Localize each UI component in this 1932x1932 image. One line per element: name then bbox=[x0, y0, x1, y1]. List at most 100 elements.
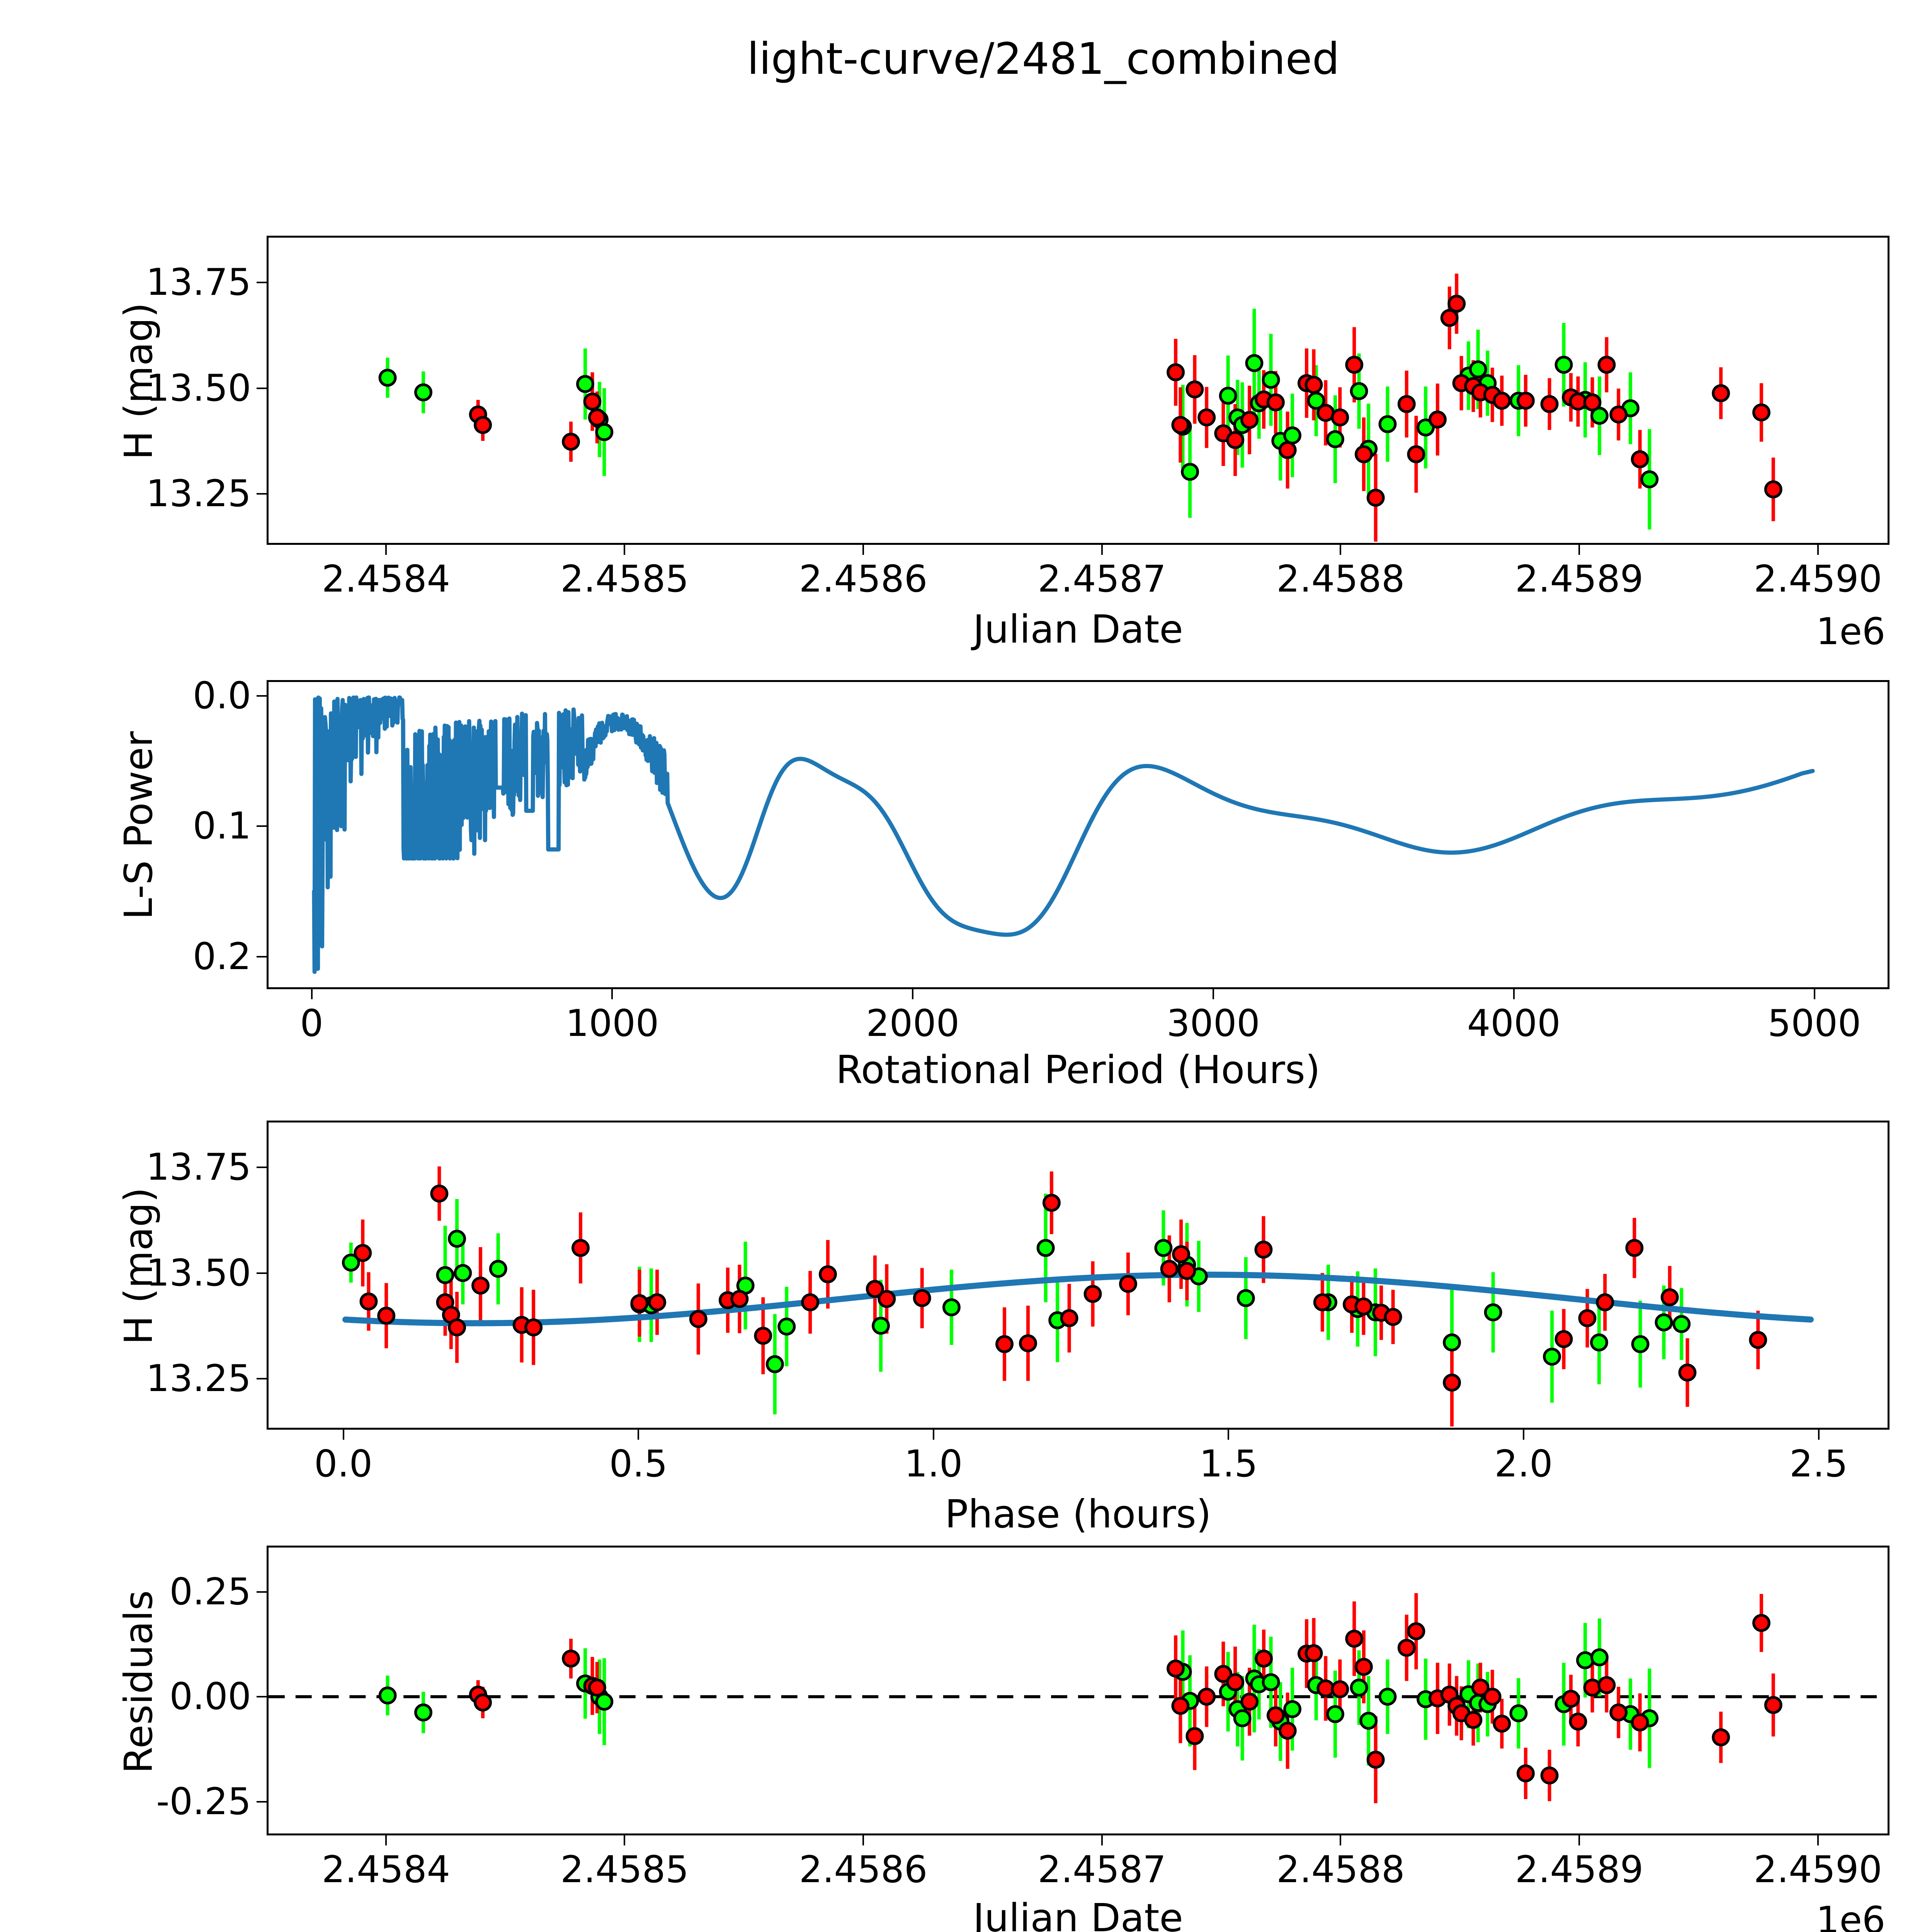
datapoint-green bbox=[342, 1253, 360, 1272]
ytick-phasefold bbox=[257, 1378, 267, 1380]
datapoint-green bbox=[1233, 1709, 1252, 1728]
datapoint-red bbox=[1443, 1373, 1461, 1392]
datapoint-green bbox=[777, 1317, 796, 1336]
xlabel-lightcurve: Julian Date bbox=[973, 607, 1183, 652]
xlabel-residuals: Julian Date bbox=[973, 1895, 1183, 1932]
datapoint-red bbox=[1278, 1721, 1297, 1740]
datapoint-red bbox=[562, 1650, 580, 1668]
datapoint-red bbox=[1226, 431, 1245, 449]
datapoint-red bbox=[1397, 395, 1416, 413]
datapoint-red bbox=[1278, 441, 1297, 459]
datapoint-red bbox=[1749, 1331, 1767, 1349]
panel-lightcurve bbox=[267, 236, 1889, 545]
datapoint-green bbox=[1219, 386, 1237, 405]
datapoint-red bbox=[1313, 1293, 1332, 1311]
datapoint-green bbox=[1443, 1333, 1461, 1352]
periodogram-line bbox=[312, 695, 1815, 974]
ylabel-phasefold: H (mag) bbox=[116, 1187, 161, 1345]
xticklabel-phasefold: 2.5 bbox=[1789, 1443, 1848, 1485]
residuals-data-layer bbox=[269, 1593, 1888, 1803]
datapoint-red bbox=[1354, 1297, 1373, 1316]
xtick-residuals bbox=[1101, 1835, 1103, 1845]
yticklabel-lightcurve: 13.25 bbox=[146, 473, 251, 515]
xtick-phasefold bbox=[1523, 1430, 1525, 1440]
xticklabel-phasefold: 0.5 bbox=[609, 1443, 668, 1485]
datapoint-red bbox=[1609, 405, 1628, 423]
datapoint-green bbox=[1283, 1700, 1302, 1718]
datapoint-green bbox=[414, 383, 432, 401]
plot-area-residuals bbox=[267, 1546, 1889, 1835]
datapoint-red bbox=[754, 1327, 772, 1345]
yticklabel-periodogram: 0.0 bbox=[192, 674, 251, 717]
xtick-lightcurve bbox=[624, 545, 626, 555]
datapoint-green bbox=[1378, 1687, 1397, 1706]
ytick-residuals bbox=[257, 1696, 267, 1698]
xtick-residuals bbox=[862, 1835, 864, 1845]
datapoint-green bbox=[378, 1686, 397, 1705]
datapoint-green bbox=[1590, 1333, 1608, 1352]
datapoint-green bbox=[414, 1703, 432, 1722]
xticklabel-periodogram: 4000 bbox=[1467, 1002, 1561, 1045]
datapoint-green bbox=[1590, 1648, 1609, 1667]
datapoint-red bbox=[471, 1276, 490, 1295]
datapoint-red bbox=[1597, 355, 1616, 374]
ytick-residuals bbox=[257, 1591, 267, 1593]
datapoint-red bbox=[1331, 1680, 1349, 1698]
datapoint-red bbox=[1447, 294, 1466, 313]
datapoint-green bbox=[1672, 1315, 1691, 1333]
datapoint-red bbox=[1631, 1713, 1649, 1731]
datapoint-red bbox=[1384, 1308, 1402, 1326]
datapoint-red bbox=[1266, 1706, 1285, 1725]
xtick-phasefold bbox=[638, 1430, 639, 1440]
datapoint-red bbox=[1493, 1714, 1511, 1733]
datapoint-red bbox=[430, 1184, 449, 1203]
yticklabel-phasefold: 13.25 bbox=[146, 1357, 251, 1400]
datapoint-red bbox=[1304, 1644, 1323, 1662]
datapoint-green bbox=[1631, 1335, 1650, 1353]
datapoint-red bbox=[1493, 391, 1511, 410]
datapoint-red bbox=[1597, 1676, 1616, 1694]
datapoint-red bbox=[359, 1292, 378, 1311]
datapoint-red bbox=[474, 1693, 492, 1712]
xtick-residuals bbox=[385, 1835, 387, 1845]
datapoint-green bbox=[489, 1260, 507, 1278]
yticklabel-periodogram: 0.1 bbox=[192, 805, 251, 848]
xticklabel-periodogram: 0 bbox=[300, 1002, 323, 1045]
datapoint-red bbox=[1678, 1363, 1697, 1382]
datapoint-red bbox=[354, 1244, 372, 1262]
panel-periodogram bbox=[267, 680, 1889, 989]
xtick-lightcurve bbox=[1578, 545, 1580, 555]
datapoint-red bbox=[1304, 376, 1323, 394]
datapoint-green bbox=[576, 375, 594, 393]
datapoint-red bbox=[1562, 1690, 1580, 1708]
datapoint-green bbox=[1576, 1651, 1594, 1669]
xticklabel-residuals: 2.4585 bbox=[560, 1849, 689, 1891]
panel-residuals bbox=[267, 1546, 1889, 1835]
datapoint-red bbox=[1554, 1330, 1573, 1348]
xticklabel-phasefold: 0.0 bbox=[314, 1443, 373, 1485]
panel-phasefold bbox=[267, 1121, 1889, 1430]
xtick-lightcurve bbox=[1101, 545, 1103, 555]
datapoint-red bbox=[1240, 1692, 1259, 1711]
datapoint-green bbox=[436, 1266, 454, 1284]
xticklabel-periodogram: 5000 bbox=[1767, 1002, 1861, 1045]
datapoint-green bbox=[1326, 430, 1344, 448]
datapoint-red bbox=[1354, 1658, 1373, 1676]
plot-area-lightcurve bbox=[267, 236, 1889, 545]
xtick-phasefold bbox=[932, 1430, 934, 1440]
ytick-lightcurve bbox=[257, 387, 267, 389]
datapoint-red bbox=[1354, 445, 1373, 463]
datapoint-green bbox=[454, 1264, 472, 1282]
xtick-periodogram bbox=[1813, 989, 1815, 999]
datapoint-red bbox=[1167, 363, 1185, 381]
datapoint-red bbox=[866, 1280, 884, 1298]
xticklabel-periodogram: 3000 bbox=[1167, 1002, 1260, 1045]
datapoint-red bbox=[1569, 1713, 1587, 1731]
xticklabel-periodogram: 1000 bbox=[565, 1002, 659, 1045]
xticklabel-lightcurve: 2.4587 bbox=[1037, 558, 1166, 600]
datapoint-red bbox=[730, 1290, 749, 1308]
datapoint-red bbox=[1712, 384, 1730, 402]
xtick-phasefold bbox=[1818, 1430, 1820, 1440]
datapoint-green bbox=[1245, 354, 1264, 372]
